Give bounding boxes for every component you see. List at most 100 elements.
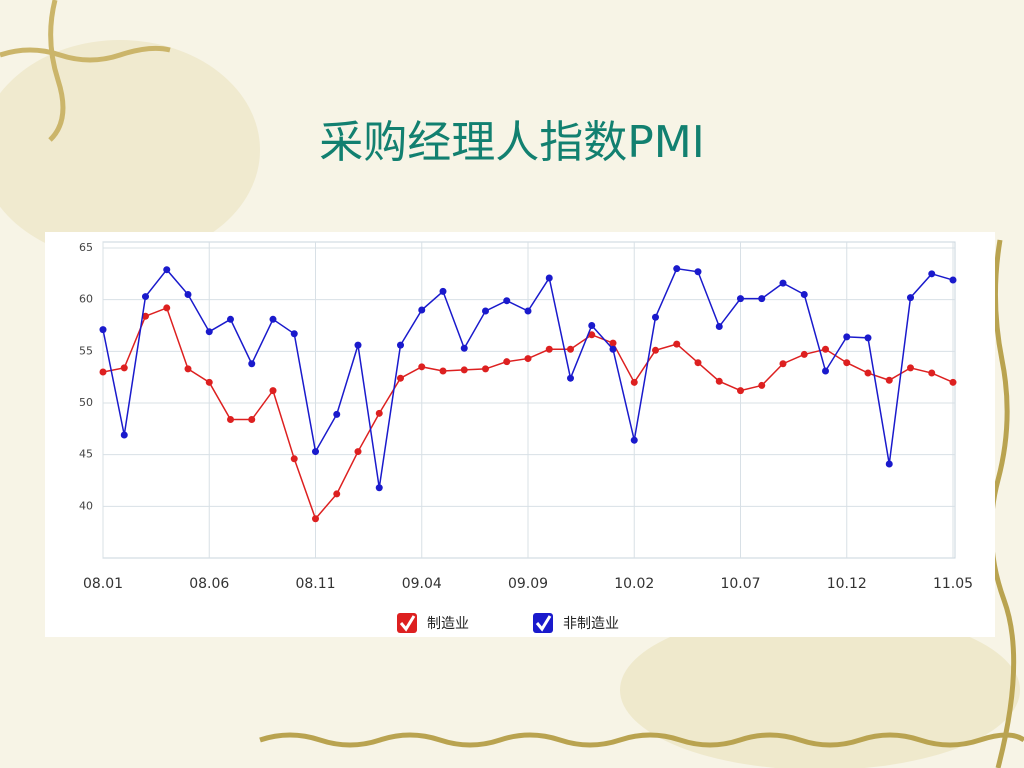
x-tick-label: 10.12	[827, 576, 867, 592]
data-point	[269, 387, 277, 395]
data-point	[609, 345, 617, 353]
data-point	[248, 416, 256, 424]
data-point	[205, 378, 213, 386]
data-point	[503, 358, 511, 366]
data-point	[503, 297, 511, 305]
data-point	[864, 369, 872, 377]
data-point	[588, 322, 596, 329]
data-point	[949, 276, 957, 284]
data-point	[779, 360, 787, 368]
y-tick-label: 55	[79, 344, 93, 357]
data-point	[843, 333, 851, 341]
data-point	[800, 291, 808, 298]
data-point	[673, 265, 681, 273]
data-point	[482, 307, 489, 315]
data-point	[184, 291, 192, 298]
data-point	[885, 460, 893, 468]
legend-check	[535, 615, 552, 632]
data-point	[375, 409, 383, 417]
data-point	[460, 366, 468, 374]
data-point	[694, 268, 702, 276]
data-point	[99, 368, 107, 376]
data-point	[439, 367, 447, 375]
data-point	[630, 378, 638, 386]
data-point	[333, 490, 341, 498]
data-point	[375, 484, 383, 492]
legend-check	[399, 615, 416, 632]
data-point	[588, 331, 596, 339]
data-point	[885, 376, 893, 384]
x-tick-label: 09.04	[402, 576, 442, 592]
data-point	[779, 279, 787, 287]
data-point	[694, 359, 702, 367]
y-tick-label: 45	[79, 448, 93, 461]
data-point	[907, 294, 914, 302]
data-point	[163, 304, 171, 312]
data-point	[312, 515, 319, 523]
data-point	[354, 448, 362, 456]
data-point	[567, 374, 574, 382]
x-tick-label: 10.02	[614, 576, 654, 592]
data-point	[673, 340, 681, 348]
y-tick-label: 60	[79, 293, 93, 306]
data-point	[290, 455, 298, 463]
y-tick-label: 65	[79, 241, 93, 254]
data-point	[418, 306, 426, 314]
data-point	[545, 345, 553, 353]
y-tick-label: 40	[79, 499, 93, 512]
data-point	[715, 323, 723, 331]
data-point	[822, 367, 829, 375]
data-point	[609, 339, 617, 347]
x-tick-label: 10.07	[720, 576, 760, 592]
x-tick-label: 09.09	[508, 576, 548, 592]
data-point	[142, 312, 149, 320]
data-point	[248, 360, 256, 368]
data-point	[312, 448, 319, 456]
data-point	[163, 266, 171, 274]
data-point	[822, 345, 829, 353]
x-tick-label: 08.01	[83, 576, 123, 592]
legend-label: 制造业	[427, 616, 469, 632]
data-point	[418, 363, 426, 371]
data-point	[460, 344, 468, 352]
data-point	[758, 381, 766, 389]
data-point	[142, 293, 149, 301]
x-tick-label: 11.05	[933, 576, 973, 592]
data-point	[397, 341, 404, 349]
data-point	[652, 313, 659, 321]
chart-title: 采购经理人指数PMI	[319, 117, 704, 168]
data-point	[864, 334, 872, 342]
data-point	[907, 364, 914, 372]
data-point	[120, 431, 128, 439]
data-point	[184, 365, 192, 373]
data-point	[354, 341, 362, 349]
data-point	[545, 274, 553, 282]
data-point	[737, 387, 744, 395]
data-point	[120, 364, 128, 372]
data-point	[269, 315, 277, 323]
data-point	[652, 346, 659, 354]
data-point	[758, 295, 766, 303]
data-point	[843, 359, 851, 367]
data-point	[928, 369, 936, 377]
y-tick-label: 50	[79, 396, 93, 409]
data-point	[567, 345, 574, 353]
data-point	[715, 377, 723, 385]
data-point	[630, 436, 638, 444]
data-point	[737, 295, 744, 303]
data-point	[800, 350, 808, 358]
data-point	[524, 307, 532, 315]
data-point	[928, 270, 936, 278]
data-point	[99, 326, 107, 334]
data-point	[227, 416, 234, 424]
data-point	[333, 410, 341, 418]
data-point	[439, 287, 447, 295]
data-point	[949, 378, 957, 386]
data-point	[227, 315, 234, 323]
legend-label: 非制造业	[563, 616, 619, 632]
data-point	[482, 365, 489, 373]
data-point	[397, 374, 404, 382]
